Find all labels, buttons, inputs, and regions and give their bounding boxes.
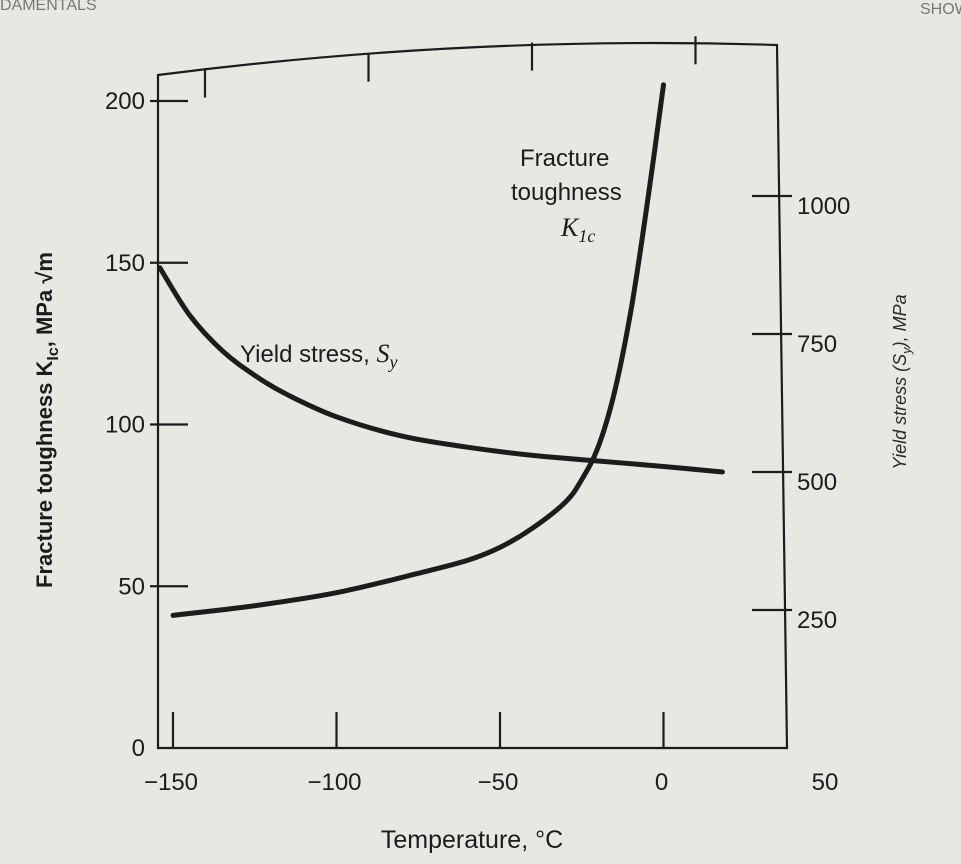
left-tick-label: 200 xyxy=(105,88,145,115)
x-axis-ticks: −150 −100 −50 0 50 xyxy=(144,712,838,796)
left-tick-label: 150 xyxy=(105,250,145,277)
annotation-k1c-symbol-main: K xyxy=(560,213,580,242)
x-tick-label: −150 xyxy=(144,769,198,796)
top-axis-ticks xyxy=(203,36,697,98)
right-axis-label-sub: y xyxy=(899,346,914,355)
left-axis-label-units: , MPa √m xyxy=(32,252,57,347)
x-tick-label: −100 xyxy=(307,769,361,796)
x-tick-label: −50 xyxy=(478,769,519,796)
header-fragment-right: SHOW xyxy=(920,1,961,18)
right-tick-label: 1000 xyxy=(797,193,850,220)
plot-frame xyxy=(156,41,789,750)
annotation-k1c-line1: Fracture xyxy=(520,145,609,172)
x-axis-label: Temperature, °C xyxy=(381,826,563,854)
annotation-yield-stress: Yield stress, Sy xyxy=(240,339,398,372)
left-axis-label-sub: Ic xyxy=(45,347,62,360)
left-axis-ticks: 0 50 100 150 200 xyxy=(105,88,188,762)
series-line-fracture-toughness xyxy=(170,82,666,618)
right-tick-label: 250 xyxy=(797,607,837,634)
left-axis-label: Fracture toughness KIc, MPa √m xyxy=(32,252,62,588)
left-tick-label: 0 xyxy=(132,735,145,762)
annotation-yield-stress-text: Yield stress, xyxy=(240,341,377,368)
right-tick-label: 500 xyxy=(797,469,837,496)
annotation-yield-stress-symbol-sub: y xyxy=(388,352,398,372)
annotation-k1c-symbol-sub: 1c xyxy=(578,226,595,246)
header-fragment-left: DAMENTALS xyxy=(0,0,97,14)
right-tick-label: 750 xyxy=(797,331,837,358)
annotation-k1c-line2: toughness xyxy=(511,179,622,206)
annotation-k1c-symbol: K1c xyxy=(560,213,595,246)
right-axis-label-units: ), MPa xyxy=(890,294,910,349)
x-tick-label: 0 xyxy=(655,769,668,796)
left-tick-label: 50 xyxy=(118,573,145,600)
left-tick-label: 100 xyxy=(105,412,145,439)
right-axis-ticks: 250 500 750 1000 xyxy=(752,193,850,634)
x-tick-label: 50 xyxy=(812,769,839,796)
annotation-yield-stress-symbol: S xyxy=(377,339,390,368)
right-axis-label-main: Yield stress (S xyxy=(890,354,910,470)
series-line-yield-stress xyxy=(157,265,725,475)
left-axis-label-main: Fracture toughness K xyxy=(32,360,57,587)
right-axis-label: Yield stress (Sy), MPa xyxy=(890,294,914,469)
